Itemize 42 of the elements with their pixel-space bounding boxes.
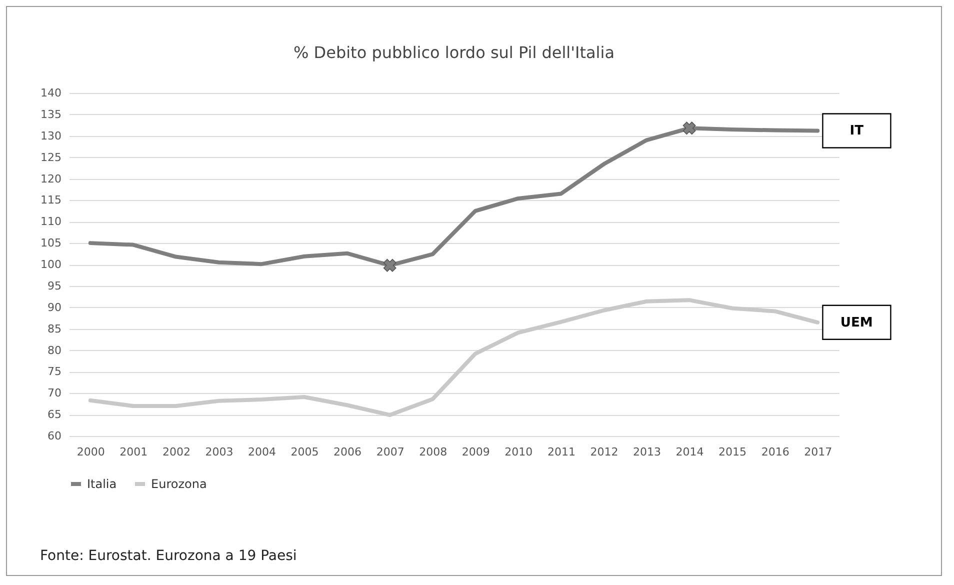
y-tick-label: 95 (48, 279, 62, 292)
annotation: IT (850, 124, 864, 139)
x-tick-label: 2005 (290, 446, 319, 458)
x-tick-label: 2010 (504, 446, 533, 458)
y-tick-label: 80 (48, 344, 62, 357)
legend-label: Eurozona (151, 477, 207, 491)
legend-label: Italia (87, 477, 117, 491)
y-tick-label: 130 (40, 129, 62, 142)
chart-title: % Debito pubblico lordo sul Pil dell'Italia (294, 43, 614, 62)
y-tick-label: 135 (40, 108, 62, 121)
x-tick-label: 2015 (718, 446, 747, 458)
x-tick-label: 2007 (376, 446, 404, 458)
y-tick-label: 65 (48, 408, 62, 422)
y-tick-label: 85 (48, 322, 62, 336)
y-tick-label: 125 (40, 150, 62, 164)
y-tick-label: 110 (40, 215, 62, 228)
y-tick-label: 120 (40, 172, 62, 186)
x-tick-label: 2014 (676, 446, 704, 458)
x-tick-label: 2006 (334, 446, 362, 458)
x-tick-label: 2012 (590, 446, 618, 458)
y-tick-label: 60 (48, 430, 62, 442)
x-tick-label: 2002 (162, 446, 190, 458)
x-tick-label: 2008 (419, 446, 448, 458)
x-tick-label: 2017 (804, 446, 832, 458)
x-tick-label: 2000 (76, 446, 105, 458)
y-tick-label: 90 (48, 300, 62, 314)
y-tick-label: 115 (40, 194, 62, 207)
y-tick-label: 140 (40, 86, 62, 100)
line-series (88, 298, 820, 417)
y-tick-label: 105 (40, 236, 62, 250)
x-tick-label: 2016 (761, 446, 790, 458)
x-tick-label: 2004 (248, 446, 276, 458)
y-tick-label: 70 (48, 386, 62, 400)
y-tick-label: 75 (48, 365, 62, 378)
x-tick-label: 2001 (120, 446, 148, 458)
x-tick-label: 2009 (462, 446, 490, 458)
source-note: Fonte: Eurostat. Eurozona a 19 Paesi (40, 548, 297, 564)
x-tick-label: 2011 (547, 446, 576, 458)
annotation: UEM (840, 315, 873, 330)
y-tick-label: 100 (40, 258, 62, 271)
x-tick-label: 2013 (633, 446, 661, 458)
x-tick-label: 2003 (205, 446, 234, 458)
